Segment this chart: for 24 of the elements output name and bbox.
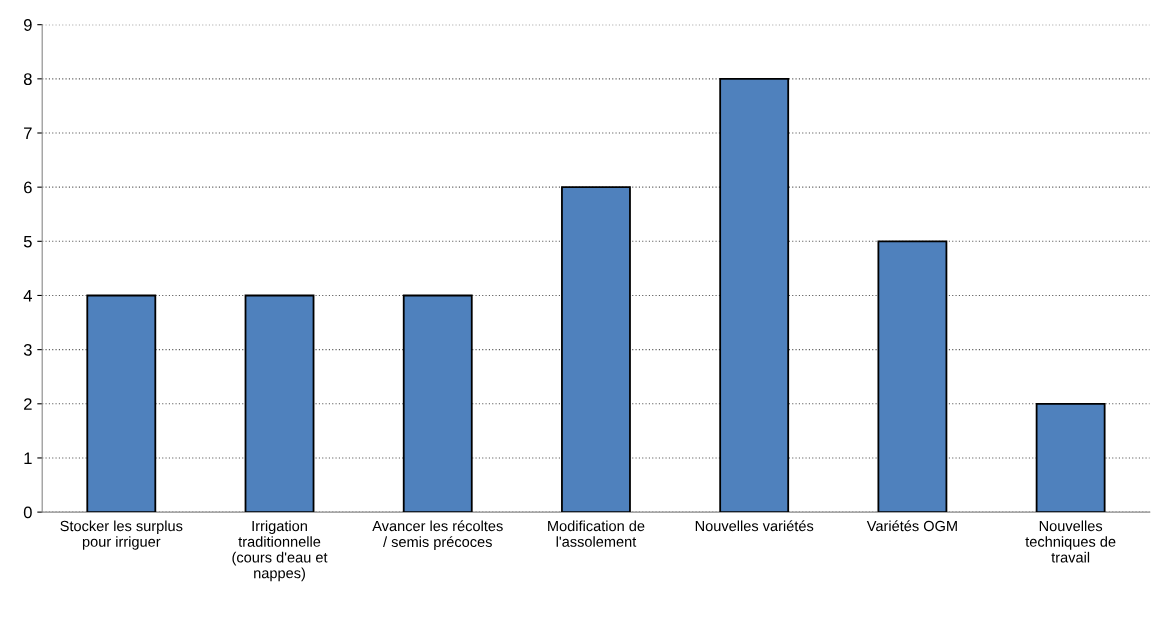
y-tick-label: 3 — [23, 344, 32, 356]
y-tick-label: 9 — [23, 19, 32, 31]
y-tick-label: 8 — [23, 73, 32, 86]
y-tick-label: 2 — [24, 398, 32, 410]
x-tick-label: Stocker les surplus pour irriguer — [60, 520, 183, 550]
bar — [86, 294, 157, 513]
bar — [561, 186, 631, 513]
bar — [719, 77, 790, 513]
bar — [244, 294, 315, 513]
y-tick-label: 0 — [23, 506, 32, 519]
bar — [402, 294, 473, 513]
bar — [877, 240, 948, 513]
y-tick-label: 6 — [24, 181, 32, 194]
y-tick-label: 5 — [23, 235, 32, 248]
x-tick-label: Nouvelles techniques de travail — [1025, 520, 1116, 563]
x-tick-label: Avancer les récoltes / semis précoces — [372, 520, 503, 550]
x-tick-label: Nouvelles variétés — [695, 520, 814, 532]
x-tick-label: Variétés OGM — [866, 520, 957, 532]
x-tick-label: Modification de l'assolement — [548, 520, 645, 547]
y-tick-label: 4 — [23, 290, 32, 302]
bar — [1035, 402, 1106, 513]
x-tick-label: Irrigation traditionnelle (cours d'eau et nappes) — [232, 520, 328, 582]
y-tick-label: 1 — [24, 452, 32, 464]
y-tick-label: 7 — [24, 127, 32, 140]
